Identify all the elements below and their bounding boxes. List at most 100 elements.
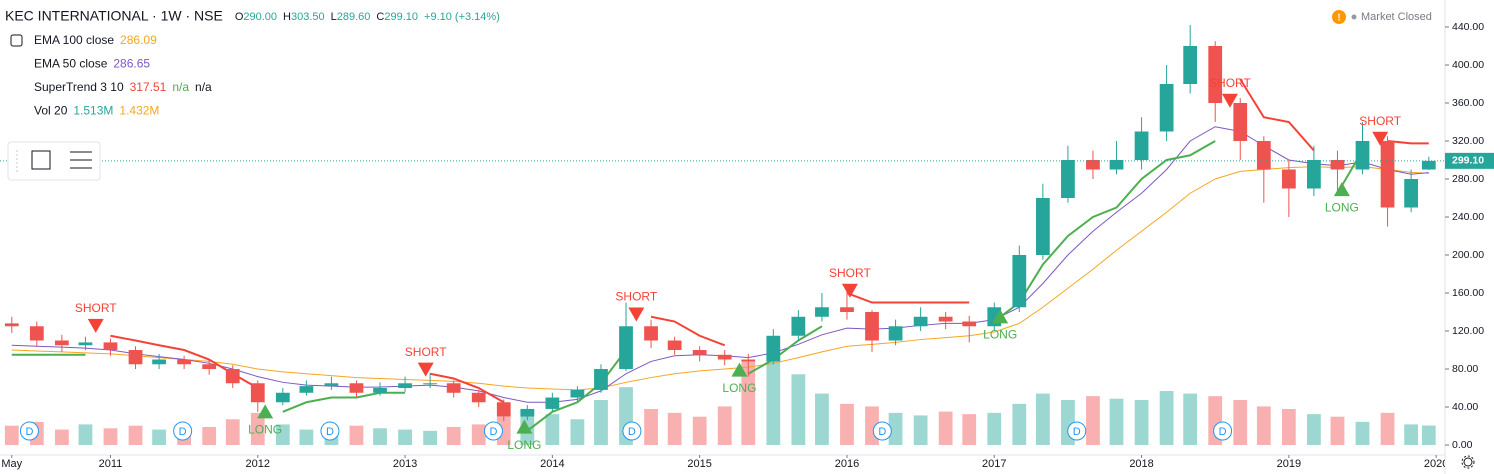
collapse-icon[interactable] xyxy=(10,34,23,47)
candle-body xyxy=(1380,140,1395,208)
x-tick-label: 2012 xyxy=(246,458,270,470)
volume-bar xyxy=(225,419,240,445)
dividend-marker xyxy=(173,421,193,441)
candle-body xyxy=(299,386,314,393)
dividend-marker xyxy=(622,421,642,441)
x-tick-label: 2019 xyxy=(1277,458,1301,470)
candle-body xyxy=(423,383,437,385)
signal-arrow xyxy=(1372,131,1389,146)
indicator-line xyxy=(1239,78,1315,152)
volume-bar xyxy=(987,412,1002,445)
indicator-line xyxy=(993,140,1216,323)
dividend-label: D xyxy=(25,426,33,438)
volume-bar xyxy=(202,427,217,445)
rect-tool[interactable] xyxy=(31,150,51,170)
quote-value: 299.10 xyxy=(384,11,418,23)
volume-bar xyxy=(275,424,290,445)
candle-body xyxy=(471,392,486,403)
volume-bar xyxy=(1330,416,1345,445)
dividend-label: D xyxy=(878,426,886,438)
volume-bar xyxy=(152,429,166,445)
volume-bar xyxy=(1281,409,1296,445)
legend-name: EMA 50 close xyxy=(34,57,108,71)
settings-tool[interactable] xyxy=(70,151,92,169)
volume-bar xyxy=(741,361,756,445)
legend-value: 1.513M xyxy=(73,104,113,118)
settings-gear[interactable] xyxy=(1461,455,1475,469)
volume-bar xyxy=(78,424,93,445)
volume-bar xyxy=(888,412,903,445)
candle-body xyxy=(4,323,19,327)
volume-bar xyxy=(594,400,608,445)
volume-bar xyxy=(471,424,486,445)
candle-body xyxy=(398,383,412,389)
volume-bar xyxy=(373,428,387,445)
status-icon-mark: ! xyxy=(1337,13,1340,24)
candle-body xyxy=(594,369,608,390)
candle-body xyxy=(570,389,585,398)
volume-bar xyxy=(1256,406,1271,445)
candle-body xyxy=(496,402,511,417)
candle-body xyxy=(54,340,69,346)
chart-title: KEC INTERNATIONAL · 1W · NSE xyxy=(5,8,223,24)
volume-bar xyxy=(1159,391,1174,445)
candle-body xyxy=(1307,159,1321,189)
candle-body xyxy=(373,388,387,393)
candle-body xyxy=(520,408,535,417)
quote-label: L xyxy=(331,11,337,23)
x-tick-label: 2016 xyxy=(835,458,859,470)
candle-body xyxy=(1134,131,1149,160)
volume-bar xyxy=(1134,400,1149,445)
volume-bar xyxy=(1233,400,1248,445)
candle-body xyxy=(741,359,756,362)
candle-body xyxy=(766,335,781,362)
y-tick-label: 160.00 xyxy=(1452,287,1484,299)
quote-label: O xyxy=(235,11,244,23)
y-tick-label: 40.00 xyxy=(1452,401,1478,413)
candle-body xyxy=(324,383,339,387)
y-tick-label: 200.00 xyxy=(1452,249,1484,261)
signal-arrow xyxy=(841,283,858,298)
legend-value: n/a xyxy=(195,80,212,94)
candle-body xyxy=(1208,45,1223,103)
signal-arrow xyxy=(731,362,748,377)
candle-body xyxy=(103,342,118,351)
x-tick-label: 2020 xyxy=(1424,458,1448,470)
signal-label: SHORT xyxy=(405,345,447,359)
x-tick-label: 2015 xyxy=(687,458,711,470)
volume-bar xyxy=(54,429,69,445)
toolbar xyxy=(7,141,101,181)
signal-label: SHORT xyxy=(615,290,657,304)
volume-bar xyxy=(913,415,928,445)
y-tick-label: 120.00 xyxy=(1452,325,1484,337)
candle-body xyxy=(815,307,829,317)
x-tick-label: 2017 xyxy=(982,458,1006,470)
candle-body xyxy=(717,354,732,360)
y-tick-label: 440.00 xyxy=(1452,21,1484,33)
volume-bar xyxy=(128,425,143,445)
volume-bar xyxy=(299,429,314,445)
volume-bar xyxy=(496,416,511,445)
signal-arrow xyxy=(1333,182,1350,197)
dividend-marker xyxy=(320,421,340,441)
signal-arrow xyxy=(1221,93,1238,108)
signal-label: SHORT xyxy=(75,301,117,315)
y-tick-label: 360.00 xyxy=(1452,97,1484,109)
candle-body xyxy=(1330,159,1345,170)
volume-bar xyxy=(1404,424,1419,445)
volume-bar xyxy=(766,355,781,445)
quote-value: 303.50 xyxy=(291,11,325,23)
y-tick-label: 240.00 xyxy=(1452,211,1484,223)
volume-bar xyxy=(1012,403,1027,445)
signal-arrow xyxy=(87,318,104,333)
x-tick-label: May xyxy=(1,458,22,470)
dividend-label: D xyxy=(179,426,187,438)
dividend-marker xyxy=(19,421,39,441)
dividend-marker xyxy=(872,421,892,441)
indicator-line xyxy=(747,325,823,375)
y-tick-label: 400.00 xyxy=(1452,59,1484,71)
volume-bar xyxy=(717,406,732,445)
candle-body xyxy=(644,326,658,341)
candle-body xyxy=(225,369,240,384)
market-status: ! Market Closed xyxy=(1332,10,1432,24)
